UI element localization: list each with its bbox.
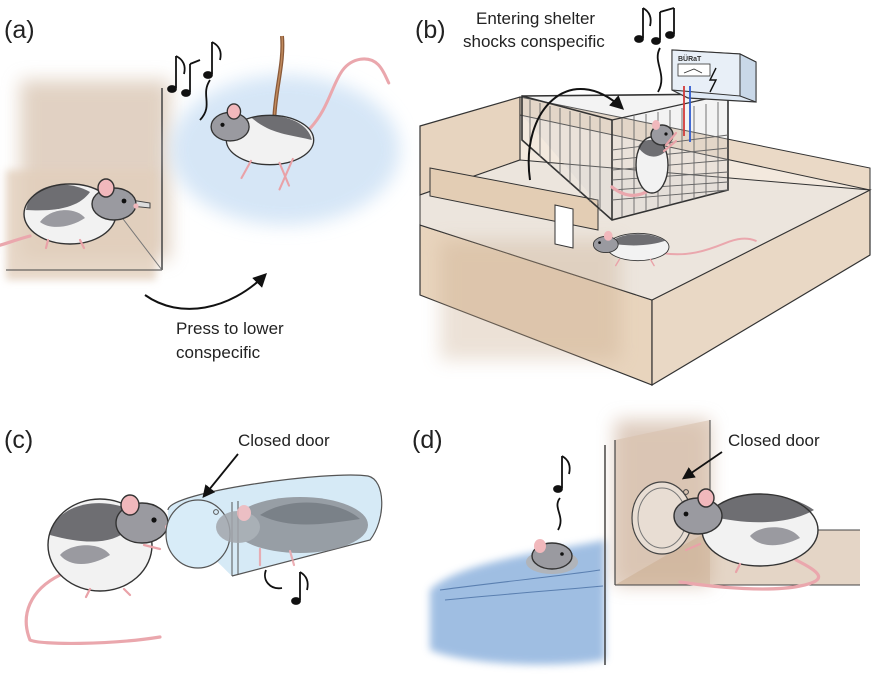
panel-d-music-note-icon [553, 455, 571, 531]
panel-a-caption-line-2: conspecific [176, 343, 261, 362]
panel-a-wall [6, 80, 170, 280]
panel-c-label: (c) [4, 426, 33, 454]
panel-d-swimming-rat [526, 539, 578, 574]
panel-b-curved-arrow [527, 88, 625, 181]
panel-b-arena [419, 96, 872, 387]
panel-d-label: (d) [412, 426, 443, 454]
panel-d-door-rat [673, 488, 821, 591]
panel-b-label: (b) [415, 16, 446, 44]
panel-a-caption: Press to lower conspecific [176, 319, 288, 362]
panel-c-free-rat [24, 494, 171, 646]
panel-b: (b) [415, 7, 872, 387]
lightning-bolt-icon [708, 67, 718, 93]
panel-c-music-note-icon [264, 569, 309, 605]
panel-c-door-arrow [202, 453, 239, 498]
panel-b-music-note-icon [634, 7, 675, 93]
panel-c-caption: Closed door [238, 431, 330, 450]
panel-b-caged-rat [610, 120, 678, 197]
panel-a-suspended-rat-group [170, 35, 400, 225]
panel-d-water-pool [430, 445, 606, 665]
panel-b-caption-line-1: Entering shelter [476, 9, 595, 28]
panel-a-suspended-rat [210, 57, 391, 191]
panel-d-door-arrow [681, 451, 723, 480]
panel-a-caption-line-1: Press to lower [176, 319, 284, 338]
panel-a-label: (a) [4, 16, 35, 44]
panel-b-caption: Entering shelter shocks conspecific [463, 9, 605, 51]
panel-c-restrainer-tube [165, 474, 383, 577]
panel-d: (d) [412, 420, 860, 665]
panel-a-curved-arrow [144, 273, 267, 310]
panel-b-shock-device: BÜRaT [671, 49, 757, 142]
panel-c: (c) [4, 426, 383, 646]
panel-b-free-rat [592, 230, 757, 267]
panel-a: (a) [0, 16, 400, 362]
panel-c-trapped-rat [216, 497, 368, 567]
panel-d-caption: Closed door [728, 431, 820, 450]
panel-b-device-brand: BÜRaT [678, 54, 702, 63]
panel-b-caption-line-2: shocks conspecific [463, 32, 605, 51]
panel-a-music-note-icon [167, 41, 222, 121]
